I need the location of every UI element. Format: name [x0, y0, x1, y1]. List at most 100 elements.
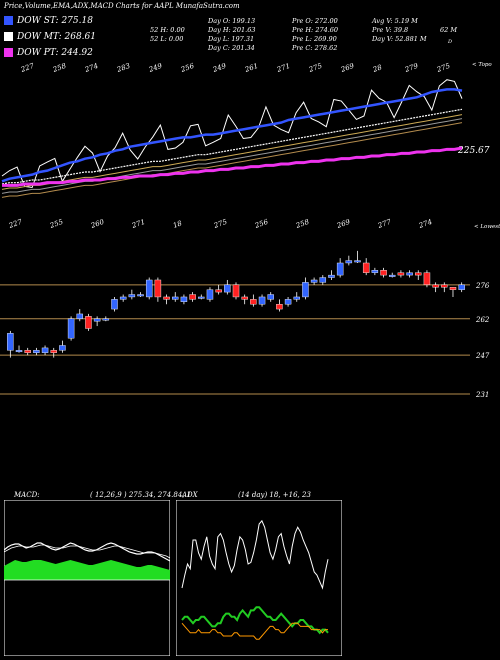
legend-item: DOW MT: 268.61	[4, 32, 96, 42]
candle	[432, 282, 439, 293]
price-chart: 227 255 260 271 18 275 256 258 269 277 274 < Lowest…	[0, 218, 500, 399]
candle	[458, 282, 465, 293]
price-tick-label: 231	[475, 391, 489, 399]
candle	[137, 292, 144, 297]
candle	[371, 267, 379, 276]
candle	[163, 294, 170, 305]
candle	[284, 296, 292, 307]
stat-volume: Day V: 52.881 M	[372, 35, 427, 43]
macd-line	[4, 542, 170, 562]
stat-prev: Pre L: 269.90	[292, 35, 337, 43]
ema-top-label: 28	[371, 63, 384, 74]
candle	[59, 340, 66, 353]
candle	[345, 255, 353, 266]
ema-chart: 227 258 274 283 249 256 249 261 271 275 269 28 279 27…	[1, 62, 492, 198]
macd-title: MACD:	[14, 491, 40, 499]
stat-volume: Pre V: 39.8	[372, 26, 409, 34]
candle	[250, 294, 257, 307]
ema-aux-line	[1, 114, 463, 190]
ema-top-label: 269	[339, 62, 356, 75]
candle	[267, 292, 274, 302]
stat-prev: Pre O: 272.00	[292, 17, 338, 25]
price-tick-label: 262	[475, 316, 490, 324]
ema-price-label: 225.67	[457, 146, 490, 156]
candle	[215, 284, 222, 295]
candle	[33, 347, 40, 356]
candle	[111, 296, 118, 312]
legend-item: DOW PT: 244.92	[4, 48, 93, 58]
ema-series-line	[1, 88, 463, 183]
ema-top-label: 279	[403, 62, 420, 75]
ema-top-label: 249	[147, 62, 164, 75]
macd-params: ( 12,26,9 ) 275.34, 274.84, 1	[90, 491, 192, 499]
candle	[258, 294, 266, 307]
macd-signal-line	[4, 544, 170, 559]
candle	[119, 294, 127, 302]
price-top-label: 277	[376, 218, 393, 231]
adx-chart	[176, 500, 342, 656]
stat-extra: 62 M	[440, 26, 457, 34]
candle	[50, 347, 57, 358]
candle	[302, 277, 309, 300]
stat-day: Day O: 199.13	[208, 17, 256, 25]
price-top-label: 258	[294, 218, 311, 231]
candle	[354, 250, 361, 263]
legend-item: DOW ST: 275.18	[4, 16, 93, 26]
candle	[93, 316, 101, 327]
legend-swatch	[4, 32, 13, 41]
price-top-label: 227	[7, 218, 24, 231]
stat-day: Day H: 201.63	[208, 26, 256, 34]
price-top-label: 255	[48, 218, 65, 231]
ema-top-label: 258	[51, 62, 68, 75]
price-tick-label: 276	[475, 282, 490, 290]
ema-top-label: 275	[435, 62, 452, 75]
candle	[241, 294, 248, 305]
candle	[293, 292, 300, 302]
ema-series-line	[1, 108, 463, 185]
legend-label: DOW PT: 244.92	[17, 48, 93, 58]
candle	[85, 313, 92, 331]
candle	[441, 282, 448, 293]
stat-day: Day L: 197.31	[208, 35, 255, 43]
candle	[380, 267, 387, 278]
stat-volume: Avg V: 5.19 M	[372, 17, 418, 25]
price-top-label: 269	[335, 218, 352, 231]
price-top-label: 275	[212, 218, 229, 231]
candle	[189, 292, 196, 302]
candle	[397, 270, 405, 278]
stat-52w: 52 H: 0.00	[150, 26, 185, 34]
candle	[276, 299, 283, 312]
ema-top-label: 227	[19, 62, 36, 75]
candle	[24, 347, 31, 356]
ema-top-label: 283	[115, 62, 132, 75]
ema-top-label: 274	[83, 62, 99, 74]
candle	[180, 294, 188, 305]
price-top-label: 256	[253, 218, 270, 231]
candle	[198, 294, 205, 300]
candle	[128, 289, 136, 300]
adx-params: (14 day) 18, +16, 23	[238, 491, 311, 499]
candle	[145, 277, 153, 300]
chart-title: Price,Volume,EMA,ADX,MACD Charts for AAP…	[4, 2, 240, 10]
ema-top-label: 249	[211, 62, 228, 75]
candle	[224, 279, 231, 295]
price-axis-tag: < Lowest	[474, 224, 500, 230]
candle	[102, 316, 110, 322]
stat-day: Day C: 201.34	[208, 44, 255, 52]
legend-label: DOW MT: 268.61	[17, 32, 96, 42]
stat-prev: Pre C: 278.62	[292, 44, 338, 52]
candle	[76, 309, 84, 322]
candle	[41, 345, 49, 356]
ema-axis-tag: < Topo	[472, 62, 492, 68]
candle	[415, 270, 422, 280]
candle	[423, 270, 431, 288]
macd-chart	[4, 500, 170, 656]
candle	[15, 345, 23, 353]
legend-swatch	[4, 16, 13, 25]
ema-top-label: 275	[307, 62, 324, 75]
candle	[154, 277, 162, 302]
candle	[328, 270, 335, 280]
candle	[7, 330, 14, 358]
candle	[362, 258, 370, 276]
candle	[319, 275, 327, 285]
